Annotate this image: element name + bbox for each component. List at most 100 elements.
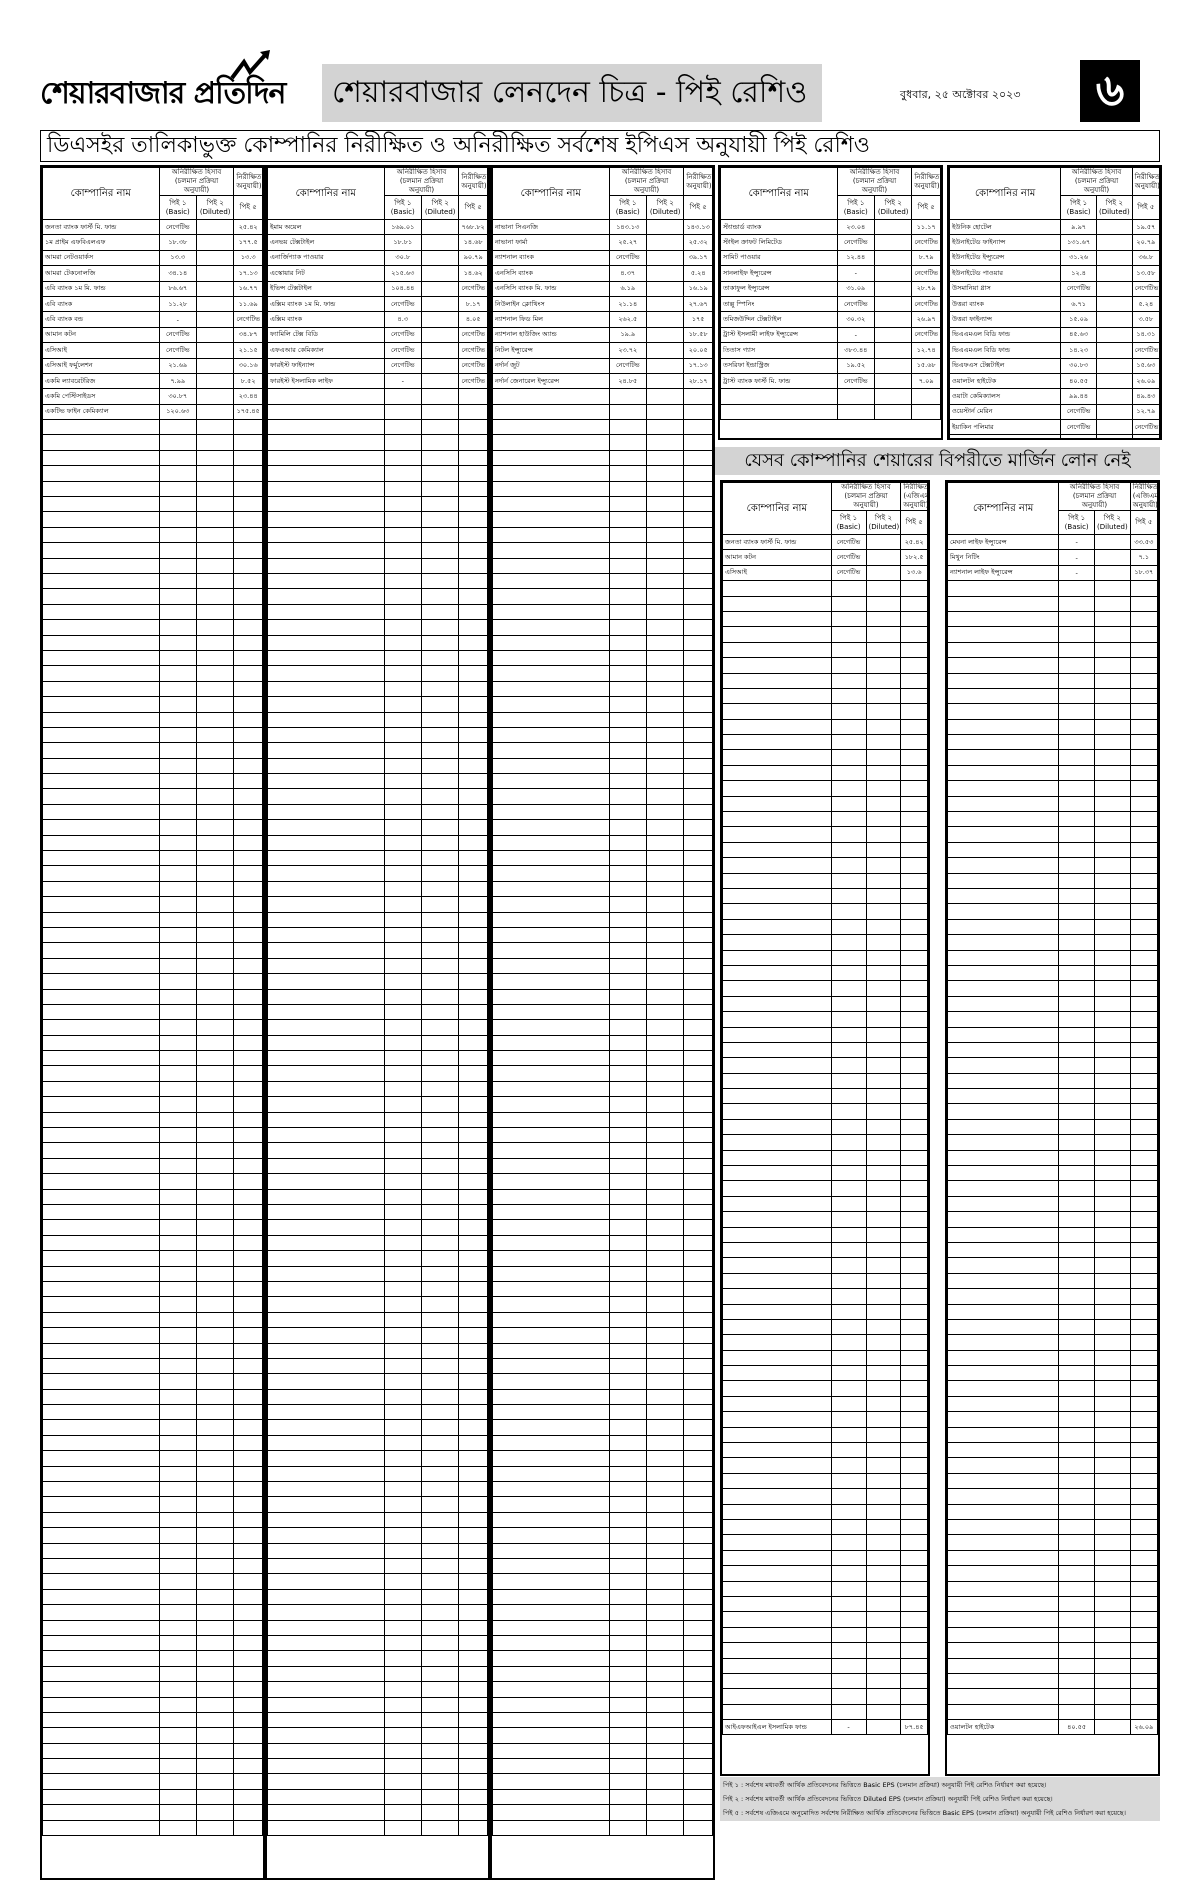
pe1-value: নেগেটিভ [1060, 419, 1097, 436]
rising-arrow-icon [230, 50, 270, 80]
table-row [267, 1003, 488, 1021]
table-row [267, 496, 488, 513]
table-row [492, 1296, 713, 1313]
company-name: জাহিন স্পিনিং [949, 434, 1062, 438]
table-row: নিটল ইন্স্যুরেন্স ২৩.৭২ ২০.০৫ [492, 342, 713, 359]
table-row [42, 680, 263, 698]
table-row: ভিএফএস টেক্সটাইল ৩০.৮৩ ১৫.৬৩ [949, 357, 1160, 374]
masthead: শেয়ারবাজার প্রতিদিন শেয়ারবাজার লেনদেন … [40, 50, 1160, 125]
table-row [267, 680, 488, 698]
table-row [42, 788, 263, 805]
table-row [267, 1804, 488, 1821]
header-audited: নিরীক্ষিত(এজিএম অনুযায়ী) [911, 167, 941, 196]
pe2-value [873, 342, 913, 359]
pe2-value [645, 372, 685, 390]
pe2-value [195, 342, 235, 359]
table-row [267, 1111, 488, 1129]
table-row [267, 465, 488, 482]
pe2-value [1094, 1719, 1131, 1736]
company-name: এবি ব্যাংক ১ম মি. ফান্ড [42, 280, 160, 297]
table-row [42, 911, 263, 928]
table-row [492, 542, 713, 559]
page-number: ৬ [1080, 60, 1140, 122]
table-row [947, 1395, 1158, 1413]
company-name: ইয়াকিন পলিমার [949, 419, 1062, 436]
pe1-value: নেগেটিভ [836, 295, 876, 313]
pe-table-5: কোম্পানির নাম অনিরীক্ষিত হিসাব (চলমান প্… [947, 165, 1162, 440]
pe1-value: ১৯.৯ [608, 326, 648, 344]
pe5-value: নেগেটিভ [458, 372, 488, 390]
table-row [267, 819, 488, 836]
table-row [42, 1604, 263, 1621]
pe1-value: ৭.৯৯ [158, 372, 198, 390]
table-row [722, 1272, 928, 1290]
pe1-value: ৩১.২৬ [1060, 249, 1097, 267]
table-row [492, 1142, 713, 1159]
pe1-value: ৩৮৩.৪৪ [836, 342, 876, 359]
table-row [492, 1588, 713, 1606]
pe5-value: ৭.০৯ [911, 372, 941, 390]
header-pe5: পিই ৫ [1131, 195, 1160, 220]
pe-table-4: কোম্পানির নাম অনিরীক্ষিত হিসাব (চলমান প্… [718, 165, 943, 440]
table-row: এসিআই ফর্মুলেশন ২১.৬৯ ৩০.১৬ [42, 357, 263, 374]
pe1-value: নেগেটিভ [830, 564, 867, 582]
table-row [947, 1303, 1158, 1320]
table-row [42, 696, 263, 713]
pe2-value [645, 357, 685, 374]
company-name: নাভানা সিএনজি [492, 218, 610, 236]
table-row [722, 1026, 928, 1043]
table-row [722, 595, 928, 612]
company-name: সামিট পাওয়ার [720, 249, 838, 267]
table-row: এনভয় টেক্সটাইল ১৮.৮১ ১৪.৬৮ [267, 234, 488, 251]
table-row [947, 1595, 1158, 1613]
pe5-value: ৮.১৭ [458, 295, 488, 313]
table-row [42, 1619, 263, 1636]
pe1-value: - [1058, 533, 1095, 551]
company-name: উসমানিয়া গ্লাস [949, 280, 1062, 297]
margin-table-1: কোম্পানির নাম অনিরীক্ষিত হিসাব (চলমান প্… [720, 480, 930, 1776]
table-row [722, 1211, 928, 1228]
header-audited: নিরীক্ষিত(এজিএম অনুযায়ী) [233, 167, 263, 196]
table-row: একটিভ ফাইন কেমিক্যাল ১২০.৬৩ ১৭৫.৪৫ [42, 403, 263, 421]
table-row [492, 1788, 713, 1806]
table-row [947, 1257, 1158, 1274]
table-row [267, 434, 488, 451]
pe1-value: ৯৯.৪৪ [1060, 388, 1097, 405]
pe1-value: নেগেটিভ [836, 234, 876, 251]
table-row: জনতা ব্যাংক ফার্স্ট মি. ফান্ড নেগেটিভ ২৫… [722, 533, 928, 551]
pe5-value: ১৪.৩১ [1131, 326, 1160, 344]
pe5-value: নেগেটিভ [1131, 434, 1160, 438]
table-row: ফারইস্ট ইসলামিক লাইফ - নেগেটিভ [267, 372, 488, 390]
header-pe1: পিই ১ (Basic) [1058, 510, 1095, 535]
pe5-value: ৪৯.৪৩ [1131, 388, 1160, 405]
table-row [42, 880, 263, 898]
table-row [267, 865, 488, 882]
table-row [722, 1118, 928, 1136]
table-row [42, 588, 263, 605]
table-row [492, 496, 713, 513]
table-row [722, 795, 928, 813]
table-row [722, 841, 928, 859]
table-row [42, 1804, 263, 1821]
table-row [947, 580, 1158, 597]
table-row [42, 773, 263, 790]
pe2-value [420, 342, 460, 359]
table-row [267, 711, 488, 728]
table-row [492, 1311, 713, 1329]
company-name: তসরিফা ইন্ডাস্ট্রিজ [720, 357, 838, 374]
table-row [42, 1265, 263, 1282]
table-row [42, 649, 263, 667]
company-name: উত্তরা ব্যাংক [949, 295, 1062, 313]
company-name: এস্কোয়ার নিট [267, 265, 385, 282]
table-row [42, 1203, 263, 1221]
pe5-value: ১৩.৩ [233, 249, 263, 267]
table-row [722, 1642, 928, 1659]
pe2-value [873, 249, 913, 267]
pe-ratio-table: কোম্পানির নাম অনিরীক্ষিত হিসাব (চলমান প্… [267, 167, 488, 1837]
pe1-value: ৬.১৯ [608, 280, 648, 297]
company-name: এফএআর কেমিক্যাল [267, 342, 385, 359]
company-name: এসিআই ফর্মুলেশন [42, 357, 160, 374]
header-pe5: পিই ৫ [458, 195, 488, 220]
table-row [492, 880, 713, 898]
pe-ratio-table: কোম্পানির নাম অনিরীক্ষিত হিসাব (চলমান প্… [949, 167, 1160, 438]
